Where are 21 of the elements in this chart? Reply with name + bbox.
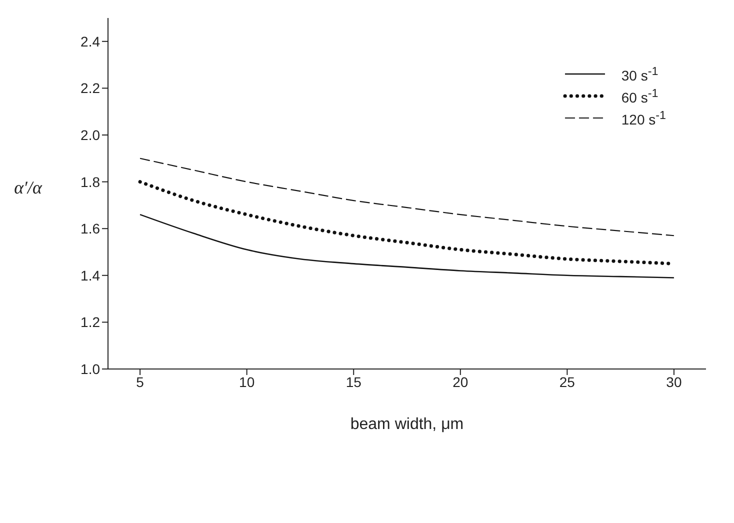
y-axis-title: α′/α: [14, 178, 42, 198]
legend-label: 30 s$^{-1}$: [621, 64, 658, 84]
y-tick-label: 2.4: [80, 33, 100, 50]
x-tick-label: 30: [666, 374, 682, 390]
x-tick-label: 20: [452, 374, 468, 390]
y-tick-label: 1.6: [80, 220, 100, 237]
y-tick-label: 2.0: [80, 126, 100, 143]
line-series: [139, 214, 675, 278]
legend-label: 60 s$^{-1}$: [621, 86, 658, 106]
legend-label: 120 s$^{-1}$: [621, 108, 666, 128]
y-tick-label: 1.2: [80, 314, 100, 330]
x-axis-title: beam width, μm: [350, 416, 464, 433]
y-tick-label: 1.8: [80, 174, 100, 190]
y-tick-label: 1.4: [80, 267, 100, 284]
y-tick-label: 1.0: [80, 360, 100, 377]
x-tick-label: 15: [346, 374, 362, 390]
x-tick-label: 5: [136, 374, 144, 390]
x-tick-label: 10: [239, 374, 255, 390]
line-series: [139, 158, 675, 236]
x-tick-label: 25: [559, 374, 576, 390]
y-tick-label: 2.2: [80, 80, 100, 96]
